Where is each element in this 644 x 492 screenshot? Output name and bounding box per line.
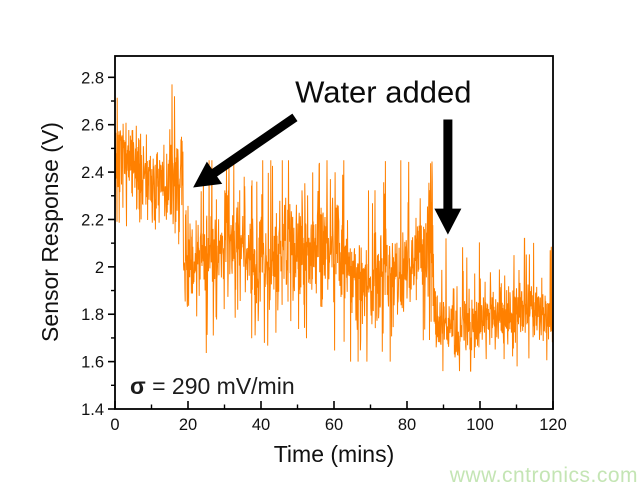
watermark: www.cntronics.com [449,464,638,487]
y-axis-title: Sensor Response (V) [37,122,63,342]
x-tick-label: 100 [466,416,494,434]
x-tick-label: 0 [110,416,119,434]
y-tick-label: 1.4 [81,401,104,419]
y-axis-tick-labels: 1.4 1.6 1.8 2 2.2 2.4 2.6 2.8 [81,69,104,419]
x-tick-label: 40 [252,416,270,434]
x-axis-ticks [114,401,554,409]
x-axis-tick-labels: 0 20 40 60 80 100 120 [110,416,566,434]
annotation-sigma: σ = 290 mV/min [130,373,295,399]
x-tick-label: 120 [539,416,567,434]
annotation-arrows [193,113,462,235]
series-sensor-response [114,84,554,372]
series-line [114,84,554,372]
x-axis-title: Time (mins) [274,441,395,467]
x-tick-label: 80 [398,416,416,434]
x-tick-label: 60 [325,416,343,434]
y-tick-label: 2 [95,259,104,277]
y-tick-label: 1.6 [81,354,104,372]
y-tick-label: 1.8 [81,306,104,324]
annotation-water-added: Water added [295,74,471,109]
x-tick-label: 20 [179,416,197,434]
y-tick-label: 2.6 [81,117,104,135]
y-tick-label: 2.4 [81,164,104,182]
y-axis-ticks [108,76,115,410]
y-tick-label: 2.2 [81,211,104,229]
annotation-sigma-symbol: σ [130,373,146,399]
y-tick-label: 2.8 [81,69,104,87]
water-added-arrow-diagonal [193,113,298,188]
annotation-sigma-text: = 290 mV/min [146,373,295,399]
water-added-arrow-vertical [434,119,462,235]
